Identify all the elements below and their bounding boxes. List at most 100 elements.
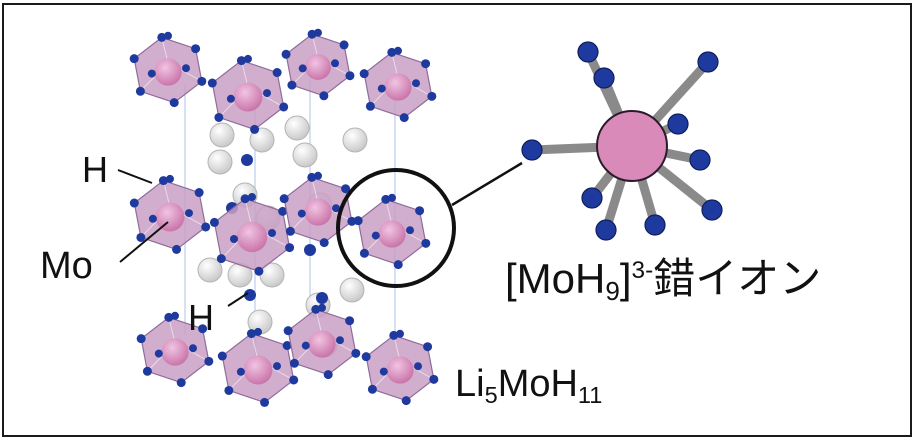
moh9-octahedron: [129, 174, 211, 254]
hydrogen-atom: [176, 378, 186, 388]
hydrogen-atom: [236, 56, 246, 66]
hydrogen-atom: [427, 91, 437, 101]
hydrogen-atom: [194, 188, 204, 198]
hydrogen-atom: [307, 172, 317, 182]
hydrogen-atom: [345, 316, 355, 326]
ion-open: [MoH: [505, 255, 606, 302]
molybdenum-center-atom: [596, 110, 668, 182]
hydrogen-atom: [263, 89, 271, 98]
molybdenum-atom: [378, 220, 406, 248]
hydrogen-atom: [230, 235, 238, 243]
hydrogen-atom: [283, 326, 293, 336]
hydrogen-atom: [319, 91, 329, 101]
hydrogen-atom: [379, 367, 388, 376]
hydrogen-atom: [318, 303, 326, 312]
hydrogen-atom: [406, 226, 414, 235]
lithium-atom: [339, 277, 365, 303]
molybdenum-atom: [305, 54, 331, 80]
hydrogen-atom: [171, 311, 179, 320]
hydrogen-atom: [147, 69, 156, 78]
hydrogen-atom: [353, 216, 363, 226]
ion-charge: 3-: [631, 256, 654, 284]
hydrogen-atom: [351, 348, 361, 358]
hydrogen-atom: [157, 32, 167, 42]
hydrogen-atom: [272, 68, 282, 78]
hydrogen-atom: [423, 342, 433, 352]
hydrogen-atom: [415, 206, 425, 216]
hydrogen-atom: [158, 176, 168, 186]
hydrogen-atom: [279, 102, 289, 112]
hydrogen-atom: [414, 362, 422, 371]
moh9-octahedron: [353, 193, 431, 270]
hydrogen-atom: [282, 341, 292, 351]
hydrogen-atom: [396, 329, 404, 338]
hydrogen-atom: [209, 217, 219, 227]
moh9-octahedron: [207, 54, 289, 134]
hydrogen-atom: [339, 40, 349, 50]
hydrogen-atom: [285, 226, 295, 236]
hydrogen-atom: [273, 362, 281, 371]
hydrogen-atom: [135, 86, 145, 96]
hydrogen-atom: [241, 154, 253, 166]
hydrogen-atom: [361, 352, 371, 362]
hydrogen-atom: [401, 396, 411, 406]
hydrogen-atom: [169, 98, 179, 108]
hydrogen-atom: [367, 384, 377, 394]
moh9-octahedron: [359, 46, 437, 123]
molybdenum-atom: [161, 338, 189, 366]
hydrogen-atom: [236, 367, 245, 376]
hydrogen-atom: [331, 59, 339, 68]
zoom-circle: [336, 168, 456, 288]
hydrogen-atom: [381, 194, 391, 204]
lithium-atom: [342, 127, 368, 153]
hydrogen-atom: [389, 330, 399, 340]
hydrogen-atom: [287, 80, 297, 90]
hydrogen-atom: [301, 341, 310, 350]
molybdenum-atom: [386, 356, 414, 384]
molybdenum-atom: [308, 330, 336, 358]
moh9-octahedron: [209, 193, 295, 276]
ion-close: ]: [619, 255, 632, 302]
hydrogen-atom: [399, 113, 409, 123]
formula-li: Li: [455, 363, 485, 405]
formula-li5moh11: Li5MoH11: [455, 363, 602, 406]
mo-leader: [119, 221, 169, 263]
hydrogen-atom: [182, 64, 190, 73]
hydrogen-atom: [172, 244, 182, 254]
hydrogen-atom: [136, 334, 146, 344]
hydrogen-atom: [304, 244, 316, 256]
hydrogen-ligand-atom: [689, 149, 711, 171]
hydrogen-atom: [298, 64, 307, 73]
hydrogen-atom: [244, 289, 256, 301]
hydrogen-atom: [278, 206, 288, 216]
hydrogen-atom: [429, 374, 439, 384]
hydrogen-atom: [142, 366, 152, 376]
hydrogen-atom: [248, 193, 256, 201]
hydrogen-atom: [336, 336, 344, 345]
h-label-top: H: [82, 149, 108, 190]
hydrogen-atom: [323, 370, 333, 380]
hydrogen-atom: [268, 229, 276, 237]
hydrogen-atom: [359, 248, 369, 258]
hydrogen-atom: [197, 76, 207, 86]
hydrogen-atom: [279, 194, 289, 204]
lithium-atom: [292, 142, 318, 168]
hydrogen-atom: [254, 327, 262, 336]
h-bottom-leader: [227, 292, 249, 307]
hydrogen-atom: [314, 28, 322, 37]
hydrogen-atom: [226, 94, 235, 103]
hydrogen-atom: [164, 312, 174, 322]
hydrogen-atom: [189, 344, 197, 353]
moh9-octahedron: [217, 327, 299, 407]
moh9-octahedron: [281, 28, 355, 101]
hydrogen-atom: [129, 54, 139, 64]
hydrogen-atom: [148, 214, 157, 223]
hydrogen-ligand-atom: [697, 51, 719, 73]
hydrogen-ligand-atom: [595, 219, 617, 241]
formula-h-subscript: 11: [577, 381, 603, 408]
hydrogen-ligand-atom: [581, 187, 603, 209]
hydrogen-ligand-atom: [667, 113, 689, 135]
ion-subscript: 9: [605, 276, 620, 307]
hydrogen-atom: [204, 356, 214, 366]
